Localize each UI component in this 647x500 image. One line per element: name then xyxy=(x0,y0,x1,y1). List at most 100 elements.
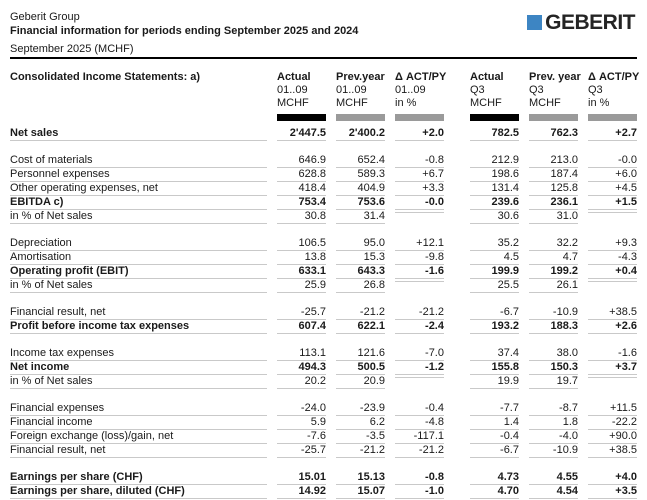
row-value: 25.5 xyxy=(470,279,519,293)
column-group-gap xyxy=(454,430,460,432)
column-group-gap xyxy=(454,375,460,377)
column-group-gap xyxy=(454,306,460,308)
column-header-4: Actual Q3 MCHF xyxy=(470,71,519,121)
table-row: Net income 494.3 500.5 -1.2 155.8 150.3 +3.7 xyxy=(10,361,637,375)
row-value: -7.6 xyxy=(277,430,326,444)
column-group-gap xyxy=(454,196,460,198)
column-group-gap xyxy=(454,416,460,418)
row-value: +4.0 xyxy=(588,471,637,485)
table-spacer-row xyxy=(10,141,637,154)
column-group-gap xyxy=(454,279,460,281)
column-header-bar xyxy=(470,114,519,121)
row-value xyxy=(395,210,444,213)
row-value: 121.6 xyxy=(336,347,385,361)
row-value: 37.4 xyxy=(470,347,519,361)
row-value: +2.7 xyxy=(588,127,637,141)
row-value: 199.9 xyxy=(470,265,519,279)
report-title: Financial information for periods ending… xyxy=(10,25,359,37)
row-value: 753.4 xyxy=(277,196,326,210)
column-header-bar xyxy=(529,114,578,121)
row-value: 198.6 xyxy=(470,168,519,182)
row-value: 19.7 xyxy=(529,375,578,389)
table-spacer-row xyxy=(10,334,637,347)
row-value: 589.3 xyxy=(336,168,385,182)
row-value: 31.0 xyxy=(529,210,578,224)
header-divider xyxy=(10,57,637,59)
row-value: -1.0 xyxy=(395,485,444,499)
row-value: -1.6 xyxy=(395,265,444,279)
row-label: Income tax expenses xyxy=(10,347,267,361)
table-row: in % of Net sales 20.2 20.9 19.9 19.7 xyxy=(10,375,637,389)
row-value: 239.6 xyxy=(470,196,519,210)
row-label: Financial expenses xyxy=(10,402,267,416)
row-value: -2.4 xyxy=(395,320,444,334)
row-value: 4.73 xyxy=(470,471,519,485)
table-row: Net sales 2'447.5 2'400.2 +2.0 782.5 762.3 +2.… xyxy=(10,127,637,141)
logo-text: GEBERIT xyxy=(545,11,635,34)
row-value: 187.4 xyxy=(529,168,578,182)
row-value: 20.2 xyxy=(277,375,326,389)
row-value: 5.9 xyxy=(277,416,326,430)
row-value: -21.2 xyxy=(336,444,385,458)
row-value: -7.0 xyxy=(395,347,444,361)
report-header-text: Geberit Group Financial information for … xyxy=(10,10,358,56)
row-value: 131.4 xyxy=(470,182,519,196)
row-value: -4.8 xyxy=(395,416,444,430)
row-value: -9.8 xyxy=(395,251,444,265)
row-value: 113.1 xyxy=(277,347,326,361)
row-value xyxy=(588,375,637,378)
row-value: -24.0 xyxy=(277,402,326,416)
column-group-gap xyxy=(454,265,460,267)
table-row: EBITDA c) 753.4 753.6 -0.0 239.6 236.1 +1.5 xyxy=(10,196,637,210)
column-header-bar xyxy=(336,114,385,121)
row-value: 500.5 xyxy=(336,361,385,375)
row-value: +38.5 xyxy=(588,444,637,458)
column-header-bar xyxy=(277,114,326,121)
row-value: 643.3 xyxy=(336,265,385,279)
row-value: 494.3 xyxy=(277,361,326,375)
column-header-period: Q3 xyxy=(529,84,544,96)
row-value: 20.9 xyxy=(336,375,385,389)
row-value: -0.4 xyxy=(470,430,519,444)
row-value: 25.9 xyxy=(277,279,326,293)
column-header-period: Q3 xyxy=(588,84,603,96)
table-spacer-row xyxy=(10,458,637,471)
row-value: 13.8 xyxy=(277,251,326,265)
row-value: 30.8 xyxy=(277,210,326,224)
row-value: -0.8 xyxy=(395,154,444,168)
row-value: -10.9 xyxy=(529,306,578,320)
column-header-bar xyxy=(395,114,444,121)
row-value: 31.4 xyxy=(336,210,385,224)
row-value: +0.4 xyxy=(588,265,637,279)
row-value: -23.9 xyxy=(336,402,385,416)
column-header-label: Δ ACT/PY xyxy=(395,71,447,83)
table-row: Profit before income tax expenses 607.4 62… xyxy=(10,320,637,334)
row-label: Net sales xyxy=(10,127,267,141)
column-header-period: 01..09 xyxy=(336,84,367,96)
table-row: Financial expenses -24.0 -23.9 -0.4 -7.7 -8.7… xyxy=(10,402,637,416)
column-header-label: Δ ACT/PY xyxy=(588,71,640,83)
column-header-unit: in % xyxy=(588,97,610,109)
column-group-gap xyxy=(454,210,460,212)
row-label: Amortisation xyxy=(10,251,267,265)
row-value: 236.1 xyxy=(529,196,578,210)
table-row: Earnings per share (CHF) 15.01 15.13 -0.8 4.… xyxy=(10,471,637,485)
row-label: Financial result, net xyxy=(10,444,267,458)
row-label: Foreign exchange (loss)/gain, net xyxy=(10,430,267,444)
row-value: -25.7 xyxy=(277,306,326,320)
row-value: 106.5 xyxy=(277,237,326,251)
row-value: 38.0 xyxy=(529,347,578,361)
row-value xyxy=(588,210,637,213)
row-value: -4.3 xyxy=(588,251,637,265)
row-value: 32.2 xyxy=(529,237,578,251)
row-value: 4.54 xyxy=(529,485,578,499)
row-value: +38.5 xyxy=(588,306,637,320)
row-label: EBITDA c) xyxy=(10,196,267,210)
report-subtitle: September 2025 (MCHF) xyxy=(10,43,134,55)
row-value: 155.8 xyxy=(470,361,519,375)
row-value: 15.07 xyxy=(336,485,385,499)
row-value: 404.9 xyxy=(336,182,385,196)
row-value: 30.6 xyxy=(470,210,519,224)
row-label: Cost of materials xyxy=(10,154,267,168)
row-value: -0.4 xyxy=(395,402,444,416)
